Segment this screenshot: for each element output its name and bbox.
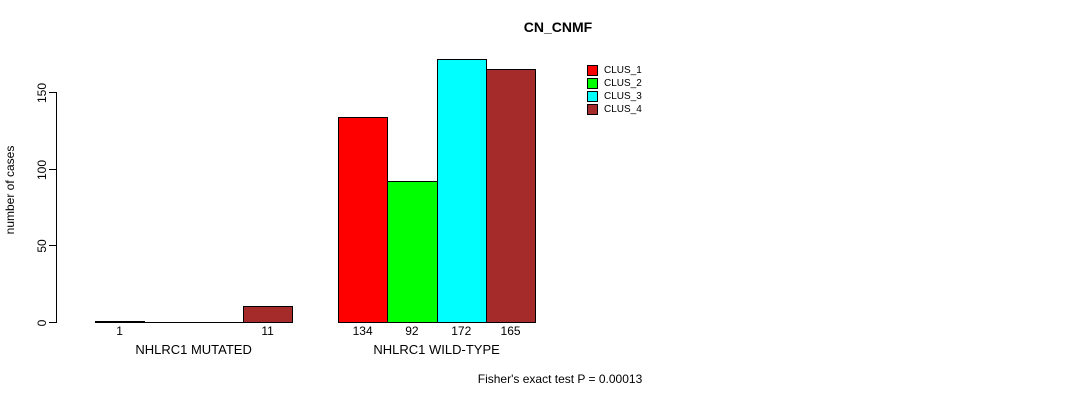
legend-item-clus_3: CLUS_3: [587, 90, 642, 102]
bar-value-label: 1: [116, 324, 123, 338]
x-category-label: NHLRC1 MUTATED: [135, 342, 252, 357]
bar-clus_1-group2: [338, 117, 388, 323]
legend-label: CLUS_4: [604, 103, 642, 115]
bar-clus_3-group2: [437, 59, 487, 323]
legend-item-clus_4: CLUS_4: [587, 103, 642, 115]
legend-label: CLUS_1: [604, 64, 642, 76]
y-tick: [49, 169, 56, 170]
bar-clus_4-group1: [243, 306, 293, 323]
legend-item-clus_2: CLUS_2: [587, 77, 642, 89]
y-tick: [49, 245, 56, 246]
bar-value-label: 165: [500, 324, 521, 338]
bar-clus_4-group2: [486, 69, 536, 323]
y-tick-label: 0: [35, 319, 49, 326]
y-tick-label: 100: [35, 159, 49, 180]
bar-clus_2-group1: [144, 322, 195, 323]
legend: CLUS_1 CLUS_2 CLUS_3 CLUS_4: [587, 64, 642, 116]
legend-swatch-clus_2: [587, 77, 598, 89]
bar-value-label: 172: [451, 324, 472, 338]
x-category-label: NHLRC1 WILD-TYPE: [373, 342, 500, 357]
bar-clus_2-group2: [387, 181, 438, 323]
chart-title: CN_CNMF: [523, 19, 593, 35]
y-tick: [49, 322, 56, 323]
fisher-test-note: Fisher's exact test P = 0.00013: [477, 372, 643, 386]
y-axis-line: [56, 92, 57, 323]
legend-swatch-clus_4: [587, 103, 598, 115]
legend-swatch-clus_1: [587, 64, 598, 76]
legend-label: CLUS_2: [604, 77, 642, 89]
y-tick-label: 50: [35, 238, 49, 253]
bar-value-label: 11: [261, 324, 274, 338]
legend-label: CLUS_3: [604, 90, 642, 102]
bar-clus_3-group1: [194, 322, 244, 323]
bar-value-label: 134: [352, 324, 373, 338]
bar-clus_1-group1: [95, 321, 145, 323]
legend-item-clus_1: CLUS_1: [587, 64, 642, 76]
y-tick: [49, 92, 56, 93]
y-tick-label: 150: [35, 82, 49, 103]
bar-value-label: 92: [405, 324, 419, 338]
legend-swatch-clus_3: [587, 90, 598, 102]
